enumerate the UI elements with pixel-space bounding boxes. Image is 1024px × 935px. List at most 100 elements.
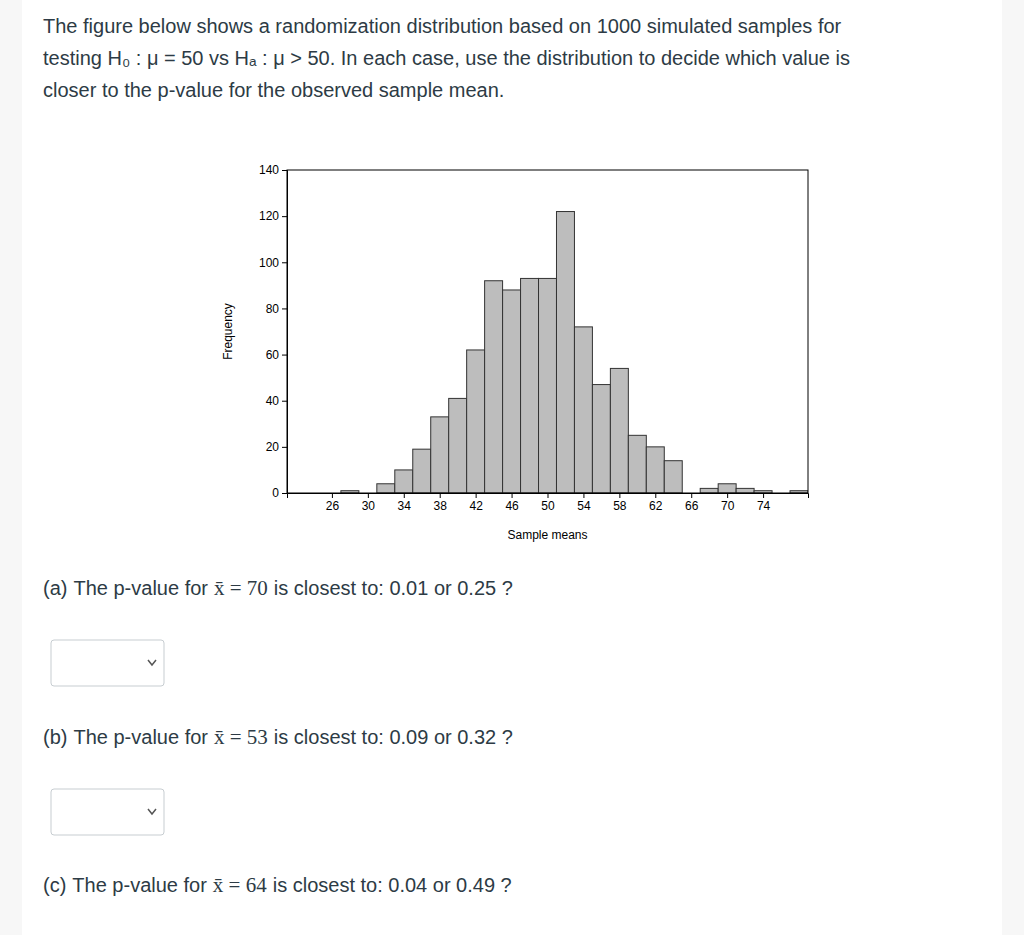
y-tick-mark	[282, 493, 287, 494]
x-tick-label: 38	[434, 499, 448, 513]
bar	[592, 385, 610, 493]
y-tick-label: 20	[266, 440, 280, 454]
x-tick: 38	[434, 493, 448, 513]
bar	[664, 461, 682, 493]
x-tick-label: 46	[505, 499, 519, 513]
y-tick-mark	[282, 216, 287, 217]
part-prefix: The p-value for	[73, 577, 208, 599]
y-tick: 0	[272, 486, 287, 500]
page: The figure below shows a randomization d…	[0, 0, 1024, 935]
bar	[395, 470, 413, 493]
y-tick-mark	[282, 308, 287, 309]
bar	[467, 350, 485, 493]
bar	[413, 449, 431, 493]
part-suffix: is closest to: 0.04 or 0.49 ?	[273, 874, 512, 896]
page-panel	[22, 0, 1002, 935]
y-tick-mark	[282, 447, 287, 448]
y-tick: 120	[259, 209, 287, 223]
x-tick-label: 70	[721, 499, 735, 513]
x-tick-mark	[332, 493, 333, 498]
bar	[736, 488, 754, 493]
x-tick-label: 58	[613, 499, 627, 513]
dropdown-box[interactable]	[51, 789, 164, 835]
x-tick: 74	[757, 493, 771, 513]
x-tick-label: 50	[541, 499, 555, 513]
y-tick: 20	[266, 440, 287, 454]
x-tick: 54	[577, 493, 591, 513]
intro-line: closer to the p-value for the observed s…	[43, 79, 504, 101]
y-tick-label: 120	[259, 209, 279, 223]
part-prefix: The p-value for	[72, 874, 207, 896]
x-tick-mark	[727, 493, 728, 498]
x-tick-mark	[583, 493, 584, 498]
x-tick: 66	[685, 493, 699, 513]
dropdown-chevron[interactable]	[148, 660, 156, 665]
x-tick-label: 34	[398, 499, 412, 513]
x-tick-label: 30	[362, 499, 376, 513]
bar	[700, 488, 718, 493]
part-math: x̄ = 70	[214, 576, 268, 600]
y-tick-mark	[282, 262, 287, 263]
x-tick: 26	[326, 493, 340, 513]
bar	[718, 484, 736, 493]
bar	[521, 278, 539, 493]
part-suffix: is closest to: 0.01 or 0.25 ?	[274, 577, 513, 599]
x-axis-line	[288, 494, 809, 499]
y-tick: 80	[266, 302, 287, 316]
y-tick-mark	[282, 170, 287, 171]
x-tick-mark	[440, 493, 441, 498]
bar	[377, 484, 395, 493]
y-axis: 0 20 40 60 80 100 120 140	[259, 163, 288, 500]
y-tick-mark	[282, 401, 287, 402]
part-question: (a)The p-value forx̄ = 70is closest to: …	[43, 576, 513, 600]
bar	[431, 417, 449, 493]
answer-dropdown[interactable]	[51, 789, 164, 835]
x-tick: 58	[613, 493, 627, 513]
part-label: (c)	[43, 874, 66, 896]
bar	[485, 281, 503, 493]
x-tick-label: 42	[469, 499, 483, 513]
y-tick: 40	[266, 394, 287, 408]
y-axis-line	[282, 171, 288, 494]
bar	[539, 278, 557, 493]
dropdown-box[interactable]	[51, 640, 164, 686]
x-tick: 46	[505, 493, 519, 513]
y-tick-label: 140	[259, 163, 279, 177]
y-tick-label: 100	[259, 256, 279, 270]
bars	[341, 212, 808, 493]
bar	[503, 290, 521, 493]
y-tick-label: 0	[272, 486, 279, 500]
y-tick-label: 60	[266, 348, 280, 362]
x-tick-mark	[476, 493, 477, 498]
x-tick-label: 54	[577, 499, 591, 513]
answer-dropdown[interactable]	[51, 640, 164, 686]
x-tick: 70	[721, 493, 735, 513]
part-suffix: is closest to: 0.09 or 0.32 ?	[274, 726, 513, 748]
x-tick-mark	[655, 493, 656, 498]
x-axis: 26 30 34 38 42 46 50 54 58 62 66 70 74	[288, 493, 809, 513]
x-tick-mark	[691, 493, 692, 498]
x-tick-label: 74	[757, 499, 771, 513]
plot-frame	[287, 170, 808, 493]
x-tick-label: 62	[649, 499, 663, 513]
intro-line: testing H₀ : μ = 50 vs Hₐ : μ > 50. In e…	[43, 47, 850, 69]
y-tick: 60	[266, 348, 287, 362]
x-tick: 30	[362, 493, 376, 513]
bar	[556, 212, 574, 493]
part-question: (c) The p-value for x̄ = 64 is closest to: …	[43, 873, 512, 897]
intro-line: The figure below shows a randomization d…	[43, 15, 842, 37]
part-prefix: The p-value for	[73, 726, 208, 748]
y-axis-title: Frequency	[221, 303, 235, 360]
x-tick: 34	[398, 493, 412, 513]
bar	[449, 398, 467, 493]
dropdown-chevron[interactable]	[148, 809, 156, 814]
y-tick: 100	[259, 256, 287, 270]
y-tick-label: 80	[266, 302, 280, 316]
part-math: x̄ = 64	[213, 873, 267, 897]
x-tick-mark	[368, 493, 369, 498]
x-tick: 62	[649, 493, 663, 513]
part-label: (b)	[43, 726, 67, 748]
x-tick-label: 26	[326, 499, 340, 513]
y-tick-label: 40	[266, 394, 280, 408]
x-tick-mark	[512, 493, 513, 498]
